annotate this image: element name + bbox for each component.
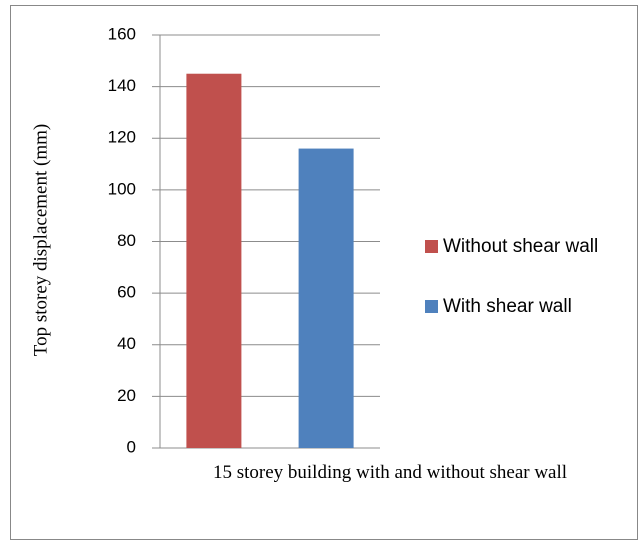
y-tick-label: 20 — [117, 386, 136, 405]
chart-frame — [10, 5, 638, 540]
legend-label: With shear wall — [443, 296, 572, 317]
bar — [186, 73, 242, 448]
legend-swatch — [425, 240, 438, 253]
y-axis-label: Top storey displacement (mm) — [30, 124, 51, 356]
legend-item: With shear wall — [425, 293, 625, 320]
y-tick-label: 140 — [108, 76, 136, 95]
y-tick-label: 100 — [108, 179, 136, 198]
y-tick-label: 120 — [108, 128, 136, 147]
y-tick-label: 80 — [117, 231, 136, 250]
legend-item: Without shear wall — [425, 233, 625, 260]
legend-swatch — [425, 300, 438, 313]
y-tick-label: 40 — [117, 334, 136, 353]
x-tick-label: 15 storey building with and without shea… — [212, 462, 568, 483]
y-tick-label: 60 — [117, 283, 136, 302]
y-tick-label: 0 — [127, 437, 136, 456]
bar — [298, 148, 354, 448]
legend-label: Without shear wall — [443, 236, 599, 257]
y-tick-label: 160 — [108, 24, 136, 43]
